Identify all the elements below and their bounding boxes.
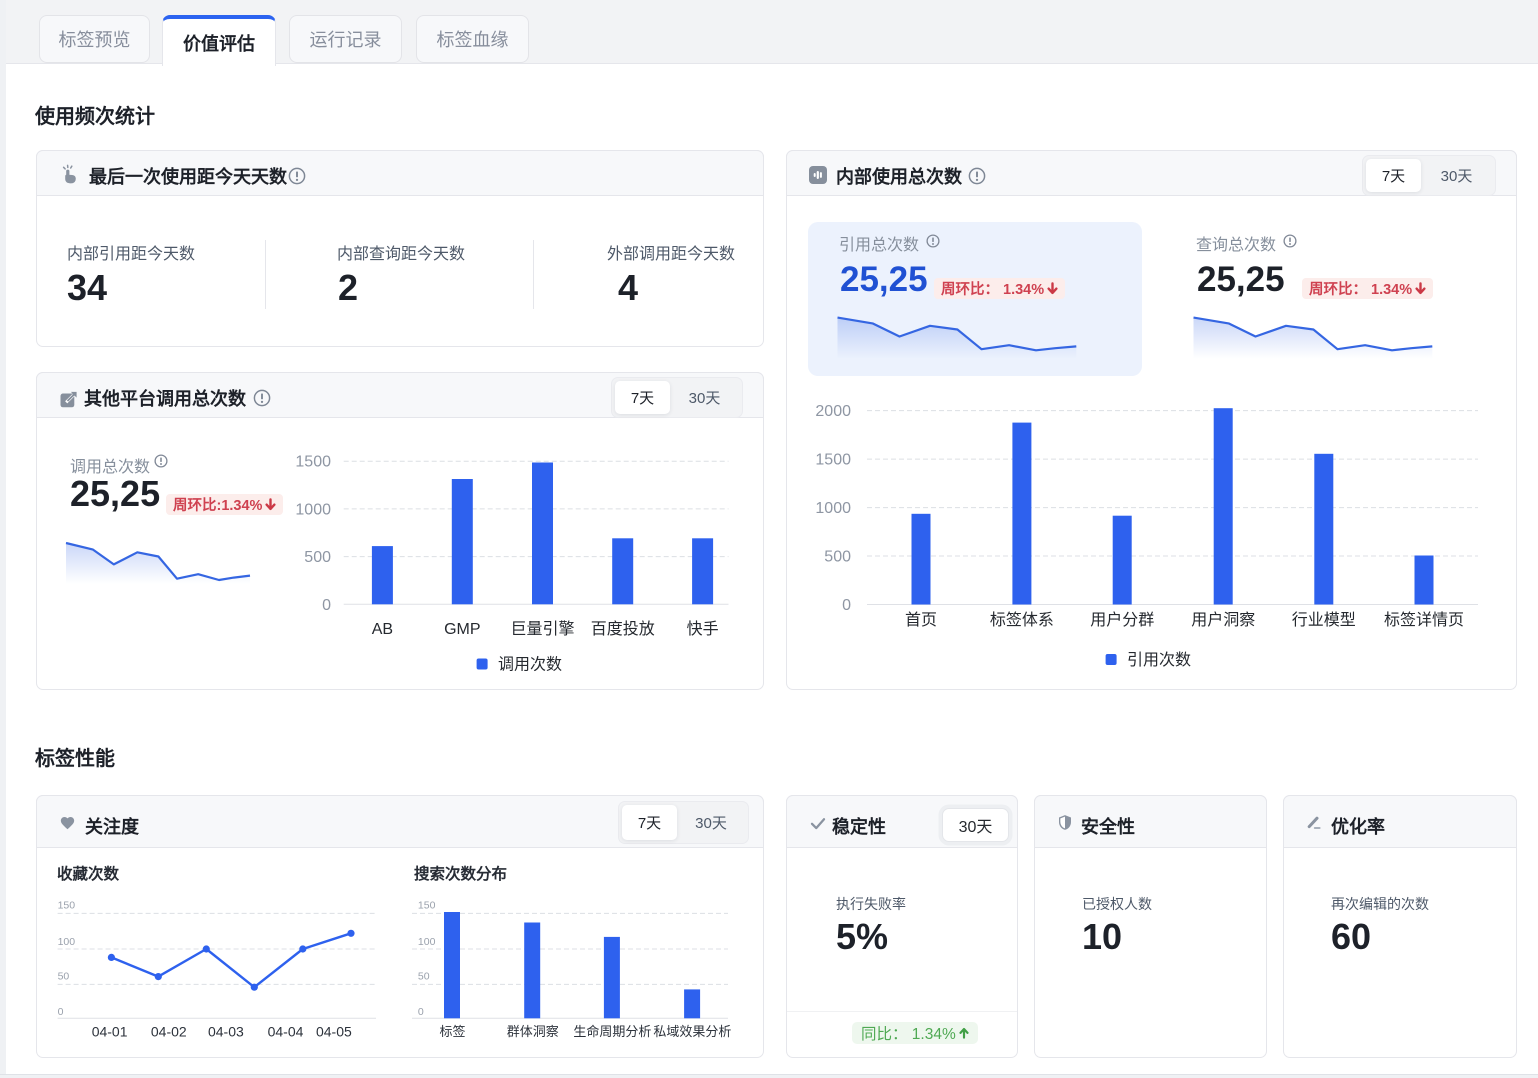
svg-text:50: 50	[418, 971, 430, 983]
svg-text:100: 100	[418, 936, 436, 948]
svg-text:04-01: 04-01	[92, 1024, 128, 1040]
svg-text:用户洞察: 用户洞察	[1191, 611, 1255, 629]
svg-text:1500: 1500	[295, 454, 331, 471]
svg-text:0: 0	[58, 1006, 64, 1018]
svg-text:04-04: 04-04	[268, 1024, 304, 1040]
svg-text:首页: 首页	[905, 611, 937, 629]
svg-text:快手: 快手	[687, 620, 719, 638]
svg-text:1500: 1500	[815, 452, 851, 469]
svg-text:0: 0	[322, 597, 331, 614]
svg-text:AB: AB	[372, 621, 393, 638]
svg-text:标签体系: 标签体系	[990, 611, 1054, 629]
svg-text:1000: 1000	[295, 501, 331, 518]
svg-text:引用次数: 引用次数	[1127, 651, 1191, 669]
svg-text:用户分群: 用户分群	[1090, 611, 1154, 629]
svg-text:2000: 2000	[815, 403, 851, 420]
svg-text:0: 0	[842, 597, 851, 614]
svg-text:生命周期分析: 生命周期分析	[573, 1024, 651, 1039]
svg-text:500: 500	[304, 549, 331, 566]
svg-text:群体洞察: 群体洞察	[507, 1024, 559, 1039]
svg-text:标签: 标签	[439, 1024, 465, 1039]
svg-text:04-05: 04-05	[316, 1024, 352, 1040]
svg-text:标签详情页: 标签详情页	[1384, 611, 1464, 629]
svg-text:行业模型: 行业模型	[1292, 611, 1356, 629]
svg-text:150: 150	[418, 900, 436, 912]
svg-text:巨量引擎: 巨量引擎	[510, 620, 574, 638]
svg-text:百度投放: 百度投放	[591, 620, 655, 638]
svg-text:0: 0	[418, 1006, 424, 1018]
svg-text:GMP: GMP	[444, 621, 480, 638]
svg-text:04-03: 04-03	[208, 1024, 244, 1040]
svg-text:私域效果分析: 私域效果分析	[653, 1024, 731, 1039]
svg-text:50: 50	[58, 971, 70, 983]
svg-text:04-02: 04-02	[151, 1024, 187, 1040]
svg-text:100: 100	[58, 936, 76, 948]
svg-text:150: 150	[58, 900, 76, 912]
svg-text:1000: 1000	[815, 500, 851, 517]
svg-text:调用次数: 调用次数	[498, 656, 562, 674]
svg-text:500: 500	[824, 549, 851, 566]
